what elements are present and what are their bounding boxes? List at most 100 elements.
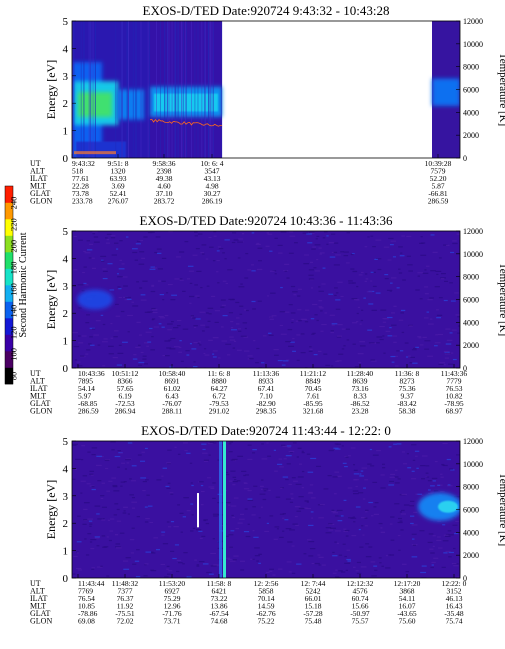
data-texture	[408, 324, 413, 326]
ephemeris-value: 76.54	[78, 594, 95, 603]
data-texture	[210, 565, 217, 567]
data-texture	[126, 298, 132, 300]
data-texture	[138, 239, 144, 242]
data-texture	[142, 480, 147, 483]
data-streak	[149, 21, 151, 158]
data-texture	[192, 366, 198, 368]
ephemeris-row-label: MLT	[30, 392, 46, 401]
ephemeris-value: 22.28	[72, 182, 89, 191]
colorbar-tick-label: 220	[9, 218, 19, 231]
data-texture	[444, 280, 449, 283]
data-texture	[297, 476, 304, 478]
data-texture	[316, 465, 322, 468]
data-texture	[73, 269, 78, 271]
data-texture	[424, 340, 431, 342]
data-texture	[244, 327, 247, 330]
data-texture	[372, 246, 376, 248]
data-texture	[331, 324, 335, 326]
data-texture	[428, 323, 434, 325]
data-texture	[265, 245, 270, 247]
data-texture	[332, 512, 338, 514]
data-texture	[97, 480, 102, 482]
data-streak	[168, 21, 170, 158]
data-texture	[410, 522, 414, 525]
data-texture	[295, 483, 302, 485]
data-texture	[103, 338, 108, 340]
data-texture	[196, 529, 202, 531]
data-texture	[390, 282, 393, 284]
data-texture	[202, 448, 206, 451]
data-texture	[132, 251, 138, 254]
data-texture	[398, 268, 401, 270]
data-texture	[411, 444, 417, 446]
data-texture	[118, 288, 122, 290]
data-texture	[259, 493, 266, 495]
ephemeris-value: 286.59	[428, 197, 449, 206]
data-texture	[196, 270, 202, 272]
data-texture	[127, 513, 130, 515]
data-texture	[198, 561, 205, 563]
data-texture	[142, 358, 147, 360]
data-texture	[374, 258, 378, 260]
data-texture	[297, 295, 301, 297]
data-texture	[282, 445, 287, 448]
data-texture	[191, 484, 194, 487]
data-texture	[134, 259, 138, 261]
data-texture	[454, 292, 459, 294]
data-texture	[307, 471, 314, 473]
ephemeris-value: 70.14	[258, 594, 275, 603]
data-texture	[352, 490, 359, 492]
data-texture	[114, 455, 121, 458]
data-texture	[222, 280, 227, 282]
data-texture	[226, 354, 231, 356]
data-texture	[102, 323, 106, 326]
data-texture	[131, 465, 137, 467]
data-streak	[73, 21, 75, 158]
ephemeris-value: 11:21:12	[300, 369, 327, 378]
temperature-trace	[74, 151, 116, 155]
ephemeris-value: 10.82	[446, 392, 463, 401]
data-texture	[240, 569, 245, 571]
data-texture	[389, 480, 395, 483]
data-texture	[91, 267, 97, 269]
data-texture	[123, 506, 128, 508]
data-texture	[321, 564, 326, 566]
data-texture	[310, 497, 316, 499]
data-texture	[283, 458, 287, 460]
data-texture	[166, 568, 169, 570]
data-texture	[352, 252, 355, 255]
data-texture	[401, 493, 408, 496]
y2-tick-label: 6000	[463, 506, 479, 515]
data-texture	[144, 564, 147, 566]
data-texture	[118, 296, 123, 299]
data-texture	[376, 449, 381, 452]
data-texture	[143, 236, 148, 238]
data-texture	[159, 293, 165, 296]
data-texture	[383, 246, 390, 248]
data-texture	[267, 295, 270, 297]
data-texture	[387, 335, 393, 337]
data-streak	[186, 21, 187, 158]
data-texture	[144, 447, 148, 450]
ephemeris-value: 8366	[118, 377, 133, 386]
data-texture	[355, 506, 361, 508]
data-texture	[392, 335, 398, 337]
data-texture	[199, 537, 203, 540]
data-texture	[292, 291, 298, 293]
data-texture	[441, 273, 446, 275]
data-texture	[88, 257, 92, 259]
data-texture	[150, 570, 157, 572]
data-texture	[420, 242, 426, 244]
data-texture	[244, 508, 248, 510]
data-texture	[399, 520, 403, 522]
data-texture	[83, 266, 87, 268]
data-texture	[333, 447, 339, 449]
ephemeris-row-label: ALT	[30, 167, 45, 176]
data-texture	[193, 342, 198, 344]
data-texture	[388, 484, 395, 486]
data-texture	[429, 318, 433, 320]
data-texture	[333, 251, 338, 253]
data-texture	[442, 540, 449, 542]
data-texture	[295, 320, 299, 322]
data-texture	[369, 448, 373, 451]
